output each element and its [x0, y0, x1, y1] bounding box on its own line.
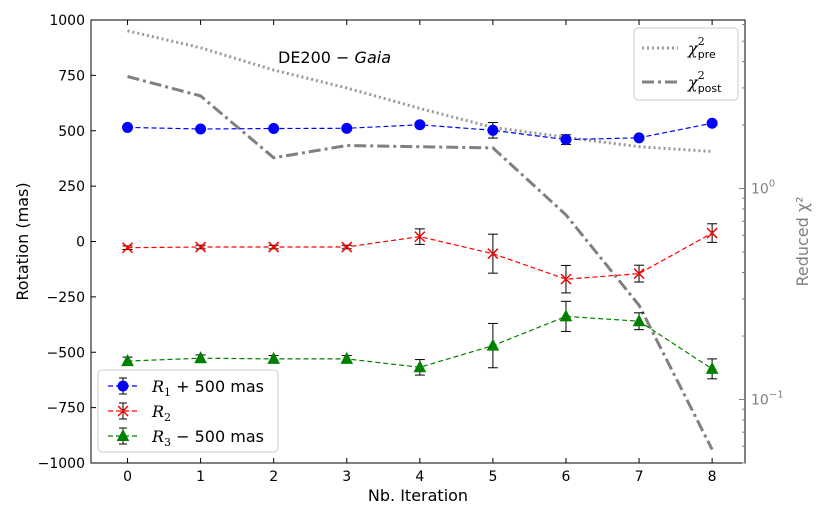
series-1-point	[633, 132, 645, 144]
legend-marker	[117, 405, 129, 417]
y-tick-label: −1000	[38, 456, 85, 472]
series-2-point	[706, 227, 718, 239]
x-axis-label: Nb. Iteration	[368, 486, 468, 505]
series-3-point	[121, 354, 134, 367]
plot-area	[121, 29, 719, 451]
series-2-point	[487, 248, 499, 260]
legend-label: R3 − 500 mas	[151, 427, 264, 449]
right-tick-label: 100	[751, 179, 775, 198]
y-tick-label: 750	[58, 68, 85, 84]
series-2-point	[268, 241, 280, 253]
series-3-point	[559, 309, 573, 322]
x-tick-label: 4	[415, 469, 424, 485]
series-1-point	[268, 123, 280, 135]
x-tick-label: 1	[196, 469, 205, 485]
series-1-point	[122, 121, 134, 133]
series-2-point	[414, 231, 426, 243]
x-tick-label: 0	[123, 469, 132, 485]
legend-entry: R2	[108, 402, 171, 424]
series-2-point	[195, 241, 207, 253]
y-tick-label: 1000	[49, 13, 85, 29]
series-2-point	[560, 273, 572, 285]
legend-left-frame	[97, 369, 279, 453]
series-3-point	[632, 314, 646, 327]
chart-annotation: DE200 − Gaia	[278, 48, 391, 67]
legend-right: χ2 pre χ2 post	[633, 27, 739, 101]
y-tick-label: 250	[58, 179, 85, 195]
series-3-point	[705, 361, 719, 374]
series-line-chi2-post	[127, 75, 714, 451]
y-tick-label: 0	[76, 235, 85, 251]
legend-entry: R1 + 500 mas	[108, 377, 264, 399]
series-1-point	[195, 123, 207, 135]
x-tick-label: 7	[635, 469, 644, 485]
legend-right-frame	[633, 27, 739, 101]
series-3-point	[267, 351, 281, 364]
series-3-point	[486, 338, 500, 351]
x-tick-label: 3	[342, 469, 351, 485]
legend-label: χ2 post	[687, 69, 722, 95]
series-2-point	[633, 268, 645, 280]
y-axis-label: Rotation (mas)	[13, 182, 32, 300]
series-3-point	[340, 351, 354, 364]
y-axis-right-label: Reduced χ²	[793, 196, 812, 286]
y-tick-label: −500	[47, 345, 85, 361]
series-line-chi2-pre	[127, 29, 713, 153]
legend-entry: χ2 pre	[642, 35, 716, 61]
series-3-point	[194, 351, 207, 364]
x-tick-label: 5	[488, 469, 497, 485]
series-1-point	[706, 117, 718, 129]
x-tick-label: 2	[269, 469, 278, 485]
y-tick-label: −250	[47, 290, 85, 306]
series-1-point	[487, 124, 499, 136]
y-tick-label: 500	[58, 124, 85, 140]
series-1-point	[341, 122, 353, 134]
series-1-point	[414, 119, 426, 131]
legend-label: R2	[151, 402, 171, 424]
series-3-point	[413, 360, 427, 373]
legend-left: R1 + 500 mas R2 R3 − 500 mas	[97, 369, 279, 453]
right-tick-label: 10−1	[751, 390, 784, 409]
series-2-point	[122, 242, 134, 254]
legend-entry: R3 − 500 mas	[108, 427, 264, 449]
series-1-point	[560, 134, 572, 146]
legend-entry: χ2 post	[642, 69, 722, 95]
y-tick-label: −750	[47, 401, 85, 417]
series-2-point	[341, 241, 353, 253]
x-tick-label: 6	[562, 469, 571, 485]
x-tick-label: 8	[708, 469, 717, 485]
legend-label: χ2 pre	[687, 35, 716, 61]
legend-marker	[116, 428, 130, 441]
legend-marker	[117, 380, 129, 392]
series-2-line	[127, 232, 713, 280]
legend-label: R1 + 500 mas	[151, 377, 264, 399]
